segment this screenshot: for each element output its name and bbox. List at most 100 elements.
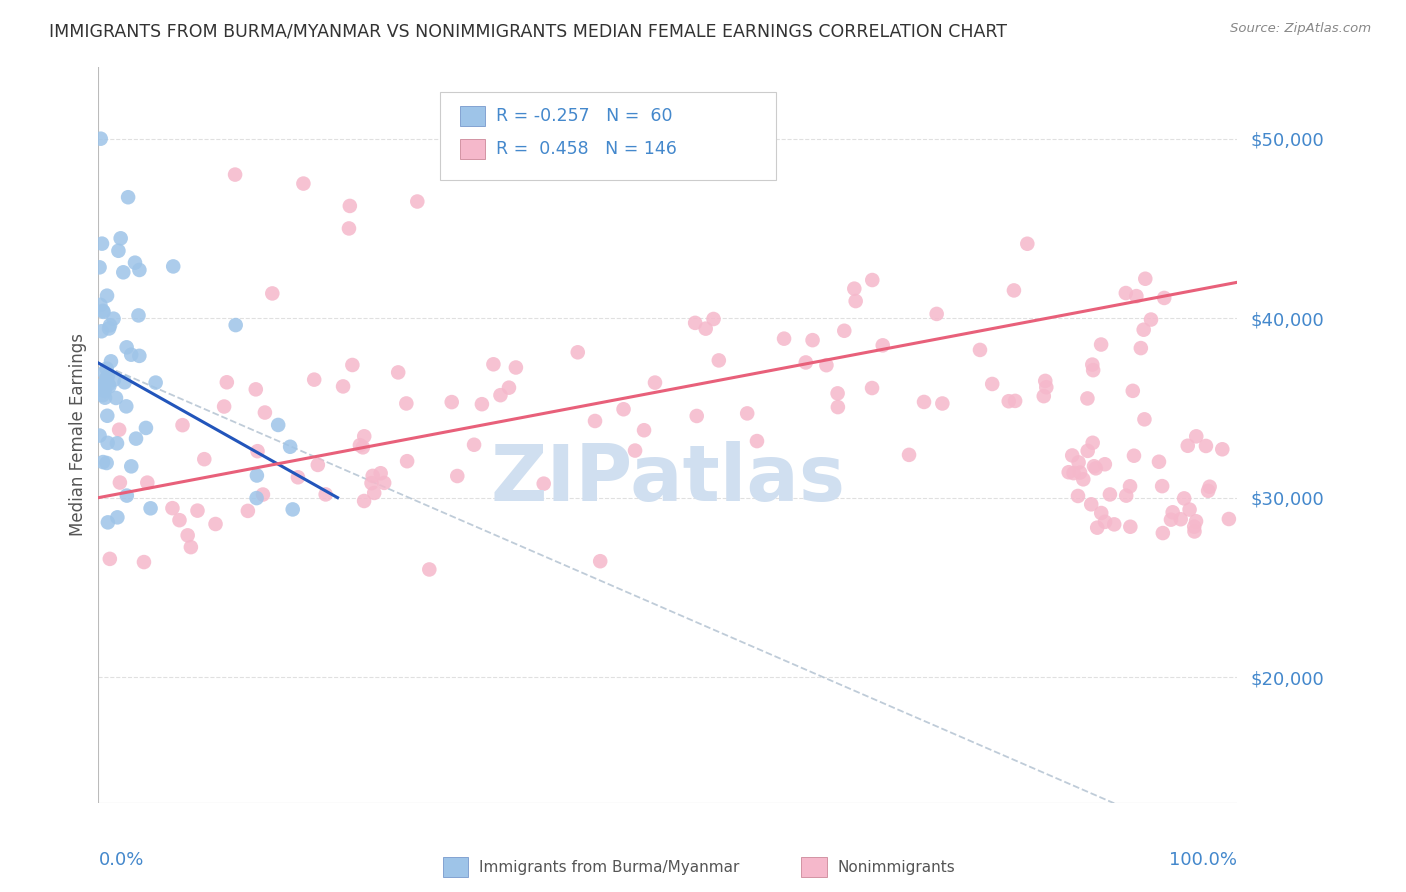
Point (225, 318, 247, 332)
Point (1211, 442, 1233, 457)
Point (1077, 443, 1099, 458)
Point (440, 395, 463, 409)
Point (337, 221, 360, 235)
Text: IMMIGRANTS FROM BURMA/MYANMAR VS NONIMMIGRANTS MEDIAN FEMALE EARNINGS CORRELATIO: IMMIGRANTS FROM BURMA/MYANMAR VS NONIMMI… (49, 22, 1007, 40)
Point (801, 333, 824, 347)
Point (1067, 489, 1090, 503)
Point (89, 379, 111, 393)
Point (307, 458, 329, 472)
Point (115, 340, 138, 354)
Point (287, 470, 309, 484)
Point (1123, 449, 1146, 463)
Point (589, 554, 612, 568)
Point (1197, 483, 1219, 498)
Point (186, 503, 208, 517)
Point (1081, 435, 1104, 450)
Point (860, 273, 883, 287)
Point (139, 501, 162, 516)
Point (1017, 236, 1039, 251)
Point (624, 443, 647, 458)
Point (1081, 363, 1104, 377)
Point (1153, 291, 1175, 305)
Point (1147, 455, 1170, 469)
Point (1090, 506, 1112, 520)
Point (387, 365, 409, 379)
Point (136, 475, 159, 490)
Point (98, 552, 121, 566)
Point (97, 516, 120, 530)
Text: 0.0%: 0.0% (98, 851, 143, 869)
Point (180, 540, 202, 554)
Point (90, 382, 112, 396)
Point (339, 199, 361, 213)
Point (108, 475, 131, 490)
Point (1152, 479, 1174, 493)
Point (745, 434, 768, 448)
Point (1033, 374, 1056, 388)
Point (1178, 502, 1201, 516)
Point (612, 402, 634, 417)
Point (89, 260, 111, 275)
Point (1071, 472, 1094, 486)
Point (89, 298, 111, 312)
Point (96, 371, 118, 385)
Point (1081, 358, 1104, 372)
Point (1032, 389, 1054, 403)
Point (406, 194, 429, 209)
Point (91, 236, 114, 251)
Y-axis label: Median Female Earnings: Median Female Earnings (69, 334, 87, 536)
Point (172, 418, 194, 433)
Point (114, 376, 136, 390)
Point (98, 379, 121, 393)
Point (1069, 466, 1091, 480)
Point (827, 386, 849, 401)
Point (418, 562, 440, 576)
Point (1098, 487, 1121, 501)
Point (169, 513, 191, 527)
Point (969, 343, 991, 357)
Point (112, 265, 135, 279)
Point (246, 444, 269, 458)
Point (361, 469, 384, 483)
Point (898, 448, 921, 462)
Point (1129, 341, 1152, 355)
Point (860, 381, 883, 395)
Point (1161, 505, 1184, 519)
Point (1218, 512, 1240, 526)
Point (1115, 489, 1137, 503)
Point (498, 381, 520, 395)
Point (253, 405, 276, 419)
Point (107, 244, 129, 258)
Text: Nonimmigrants: Nonimmigrants (838, 860, 956, 874)
Point (683, 316, 706, 330)
Point (1173, 491, 1195, 506)
Point (110, 231, 132, 245)
Point (332, 379, 354, 393)
Point (1119, 479, 1142, 493)
Point (120, 348, 142, 362)
Point (89, 428, 111, 442)
Point (1122, 384, 1144, 398)
Point (360, 476, 382, 491)
Point (695, 321, 717, 335)
Point (252, 487, 274, 501)
Text: ZIPatlas: ZIPatlas (491, 441, 845, 517)
Point (1085, 521, 1108, 535)
Point (162, 501, 184, 516)
Point (96, 288, 118, 302)
Point (176, 528, 198, 542)
Point (981, 376, 1004, 391)
Point (1160, 513, 1182, 527)
Point (135, 421, 157, 435)
Point (1195, 439, 1218, 453)
Point (246, 491, 269, 505)
Point (91, 455, 114, 469)
Point (1177, 439, 1199, 453)
Point (735, 406, 758, 420)
Point (349, 438, 371, 452)
Point (583, 414, 606, 428)
Point (1102, 517, 1125, 532)
Point (533, 476, 555, 491)
Point (395, 396, 418, 410)
Point (103, 311, 125, 326)
